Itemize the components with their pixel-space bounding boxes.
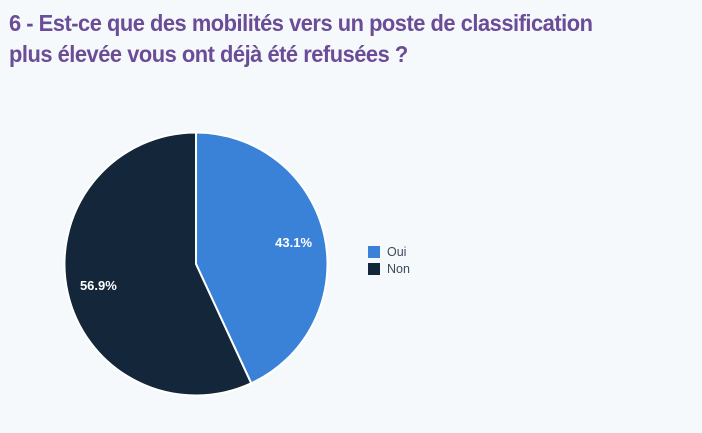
- legend-item-oui[interactable]: Oui: [368, 245, 410, 259]
- legend-label-non: Non: [387, 262, 410, 276]
- legend-label-oui: Oui: [387, 245, 407, 259]
- legend: Oui Non: [368, 245, 410, 279]
- pie-value-label-non: 56.9%: [80, 278, 117, 293]
- question-title: 6 - Est-ce que des mobilités vers un pos…: [9, 8, 702, 70]
- question-title-line2: plus élevée vous ont déjà été refusées ?: [9, 41, 408, 67]
- legend-swatch-oui: [368, 246, 380, 258]
- pie-slice-oui[interactable]: [195, 131, 329, 385]
- pie-value-label-oui: 43.1%: [275, 235, 312, 250]
- pie-slice-non[interactable]: [63, 131, 253, 397]
- legend-swatch-non: [368, 263, 380, 275]
- question-title-line1: 6 - Est-ce que des mobilités vers un pos…: [9, 10, 593, 36]
- legend-item-non[interactable]: Non: [368, 262, 410, 276]
